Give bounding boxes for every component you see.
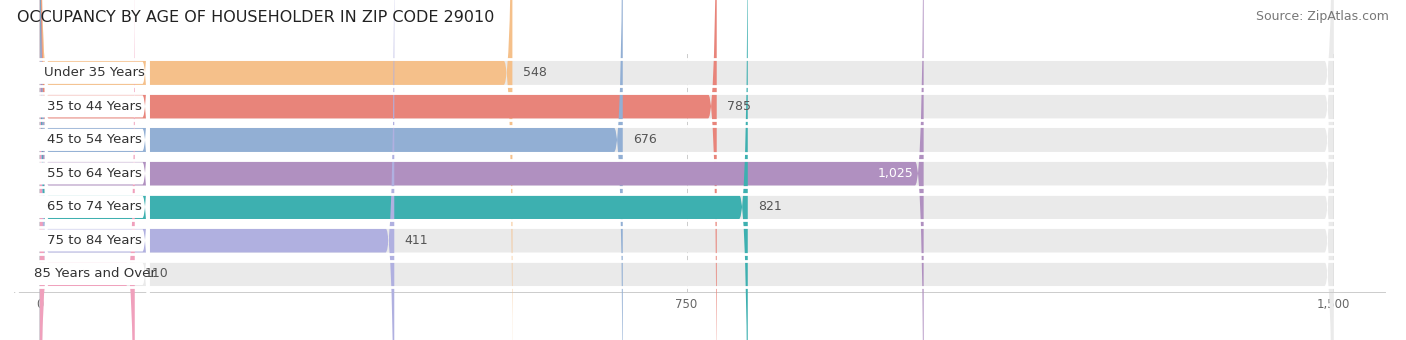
- Text: 85 Years and Over: 85 Years and Over: [34, 268, 156, 280]
- FancyBboxPatch shape: [39, 0, 1333, 340]
- FancyBboxPatch shape: [39, 0, 717, 340]
- FancyBboxPatch shape: [15, 17, 149, 340]
- FancyBboxPatch shape: [15, 0, 149, 340]
- FancyBboxPatch shape: [39, 0, 1333, 340]
- FancyBboxPatch shape: [15, 0, 149, 340]
- Text: 55 to 64 Years: 55 to 64 Years: [48, 167, 142, 180]
- FancyBboxPatch shape: [39, 0, 512, 340]
- Text: Source: ZipAtlas.com: Source: ZipAtlas.com: [1256, 10, 1389, 23]
- FancyBboxPatch shape: [39, 0, 748, 340]
- Text: 411: 411: [405, 234, 429, 247]
- FancyBboxPatch shape: [39, 0, 623, 340]
- FancyBboxPatch shape: [39, 0, 1333, 340]
- Text: 35 to 44 Years: 35 to 44 Years: [48, 100, 142, 113]
- FancyBboxPatch shape: [39, 0, 924, 340]
- Text: 821: 821: [758, 200, 782, 214]
- FancyBboxPatch shape: [39, 0, 1333, 340]
- FancyBboxPatch shape: [15, 0, 149, 340]
- Text: 45 to 54 Years: 45 to 54 Years: [48, 133, 142, 147]
- Text: 676: 676: [633, 133, 657, 147]
- Text: 548: 548: [523, 66, 547, 79]
- Text: Under 35 Years: Under 35 Years: [44, 66, 145, 79]
- Text: 1,025: 1,025: [877, 167, 914, 180]
- FancyBboxPatch shape: [15, 0, 149, 340]
- FancyBboxPatch shape: [15, 0, 149, 330]
- Text: 65 to 74 Years: 65 to 74 Years: [48, 200, 142, 214]
- Text: 75 to 84 Years: 75 to 84 Years: [48, 234, 142, 247]
- Text: 785: 785: [727, 100, 751, 113]
- FancyBboxPatch shape: [39, 0, 1333, 340]
- FancyBboxPatch shape: [39, 0, 1333, 340]
- Text: 110: 110: [145, 268, 169, 280]
- FancyBboxPatch shape: [39, 0, 135, 340]
- FancyBboxPatch shape: [39, 0, 394, 340]
- FancyBboxPatch shape: [15, 0, 149, 340]
- FancyBboxPatch shape: [39, 0, 1333, 340]
- Text: OCCUPANCY BY AGE OF HOUSEHOLDER IN ZIP CODE 29010: OCCUPANCY BY AGE OF HOUSEHOLDER IN ZIP C…: [17, 10, 495, 25]
